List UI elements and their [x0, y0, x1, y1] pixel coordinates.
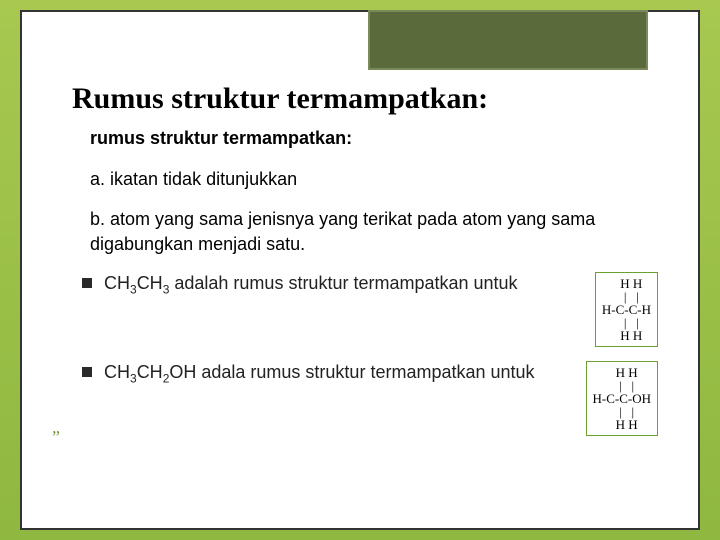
- sub: 3: [130, 371, 137, 385]
- point-a: a. ikatan tidak ditunjukkan: [90, 167, 658, 191]
- bullet-square-icon: [82, 367, 92, 377]
- structural-formula-ethane: H H | | H-C-C-H | | H H: [595, 272, 658, 347]
- slide-card: Rumus struktur termampatkan: rumus struk…: [20, 10, 700, 530]
- slide-title: Rumus struktur termampatkan:: [72, 82, 658, 116]
- structural-formula-ethanol: H H | | H-C-C-OH | | H H: [586, 361, 659, 436]
- content-area: Rumus struktur termampatkan: rumus struk…: [22, 12, 698, 470]
- header-accent-box: [368, 10, 648, 70]
- txt: adalah rumus struktur termampatkan untuk: [169, 273, 517, 293]
- txt: CH: [137, 273, 163, 293]
- bullet-row-2: CH3CH2OH adala rumus struktur termampatk…: [82, 361, 658, 436]
- txt: OH adala rumus struktur termampatkan unt…: [169, 362, 534, 382]
- txt: CH: [137, 362, 163, 382]
- slide-subtitle: rumus struktur termampatkan:: [90, 128, 658, 149]
- txt: CH: [104, 273, 130, 293]
- point-b: b. atom yang sama jenisnya yang terikat …: [90, 207, 658, 256]
- txt: CH: [104, 362, 130, 382]
- decorative-quote-icon: ”: [52, 427, 60, 448]
- bullet-square-icon: [82, 278, 92, 288]
- bullet-text-2: CH3CH2OH adala rumus struktur termampatk…: [104, 361, 586, 387]
- bullet-text-1: CH3CH3 adalah rumus struktur termampatka…: [104, 272, 595, 298]
- sub: 3: [130, 282, 137, 296]
- bullet-row-1: CH3CH3 adalah rumus struktur termampatka…: [82, 272, 658, 347]
